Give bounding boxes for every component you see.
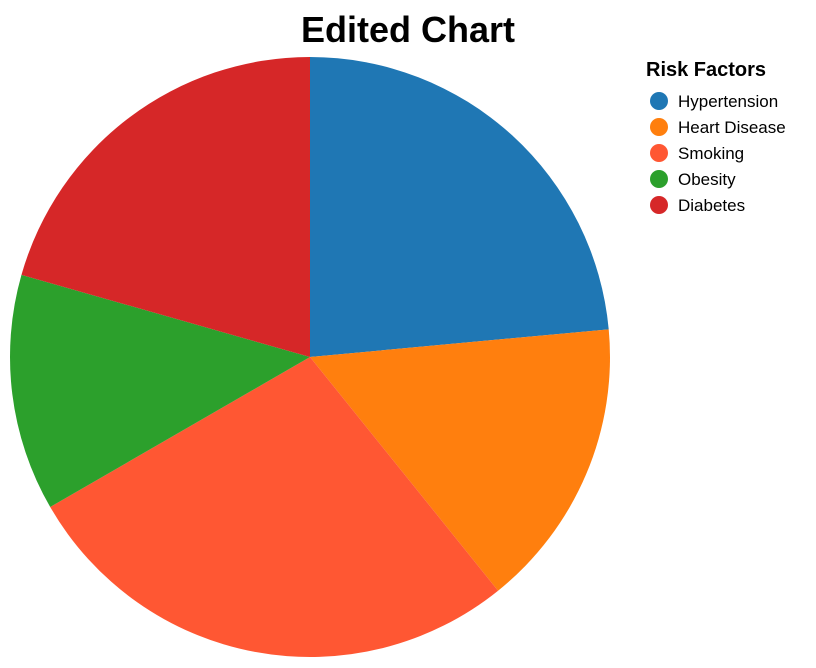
pie-slice-heart-disease — [310, 329, 610, 591]
pie-slice-diabetes — [21, 57, 311, 357]
pie-slices — [9, 57, 610, 657]
pie-slice-obesity — [9, 274, 310, 507]
legend-swatch-smoking — [650, 144, 668, 162]
legend-label-hypertension: Hypertension — [678, 92, 778, 111]
legend: Risk Factors Hypertension Heart Disease Sm… — [646, 59, 786, 215]
legend-swatch-heart-disease — [650, 118, 668, 136]
pie-slice-hypertension — [310, 57, 609, 357]
legend-label-smoking: Smoking — [678, 144, 744, 163]
legend-items: Hypertension Heart Disease Smoking Obesity D… — [650, 92, 786, 215]
legend-label-diabetes: Diabetes — [678, 196, 745, 215]
legend-swatch-obesity — [650, 170, 668, 188]
chart-title: Edited Chart — [301, 9, 515, 50]
pie-slice-smoking — [50, 357, 499, 657]
legend-swatch-hypertension — [650, 92, 668, 110]
legend-swatch-diabetes — [650, 196, 668, 214]
legend-label-heart-disease: Heart Disease — [678, 118, 786, 137]
legend-label-obesity: Obesity — [678, 170, 736, 189]
legend-title: Risk Factors — [646, 59, 766, 81]
